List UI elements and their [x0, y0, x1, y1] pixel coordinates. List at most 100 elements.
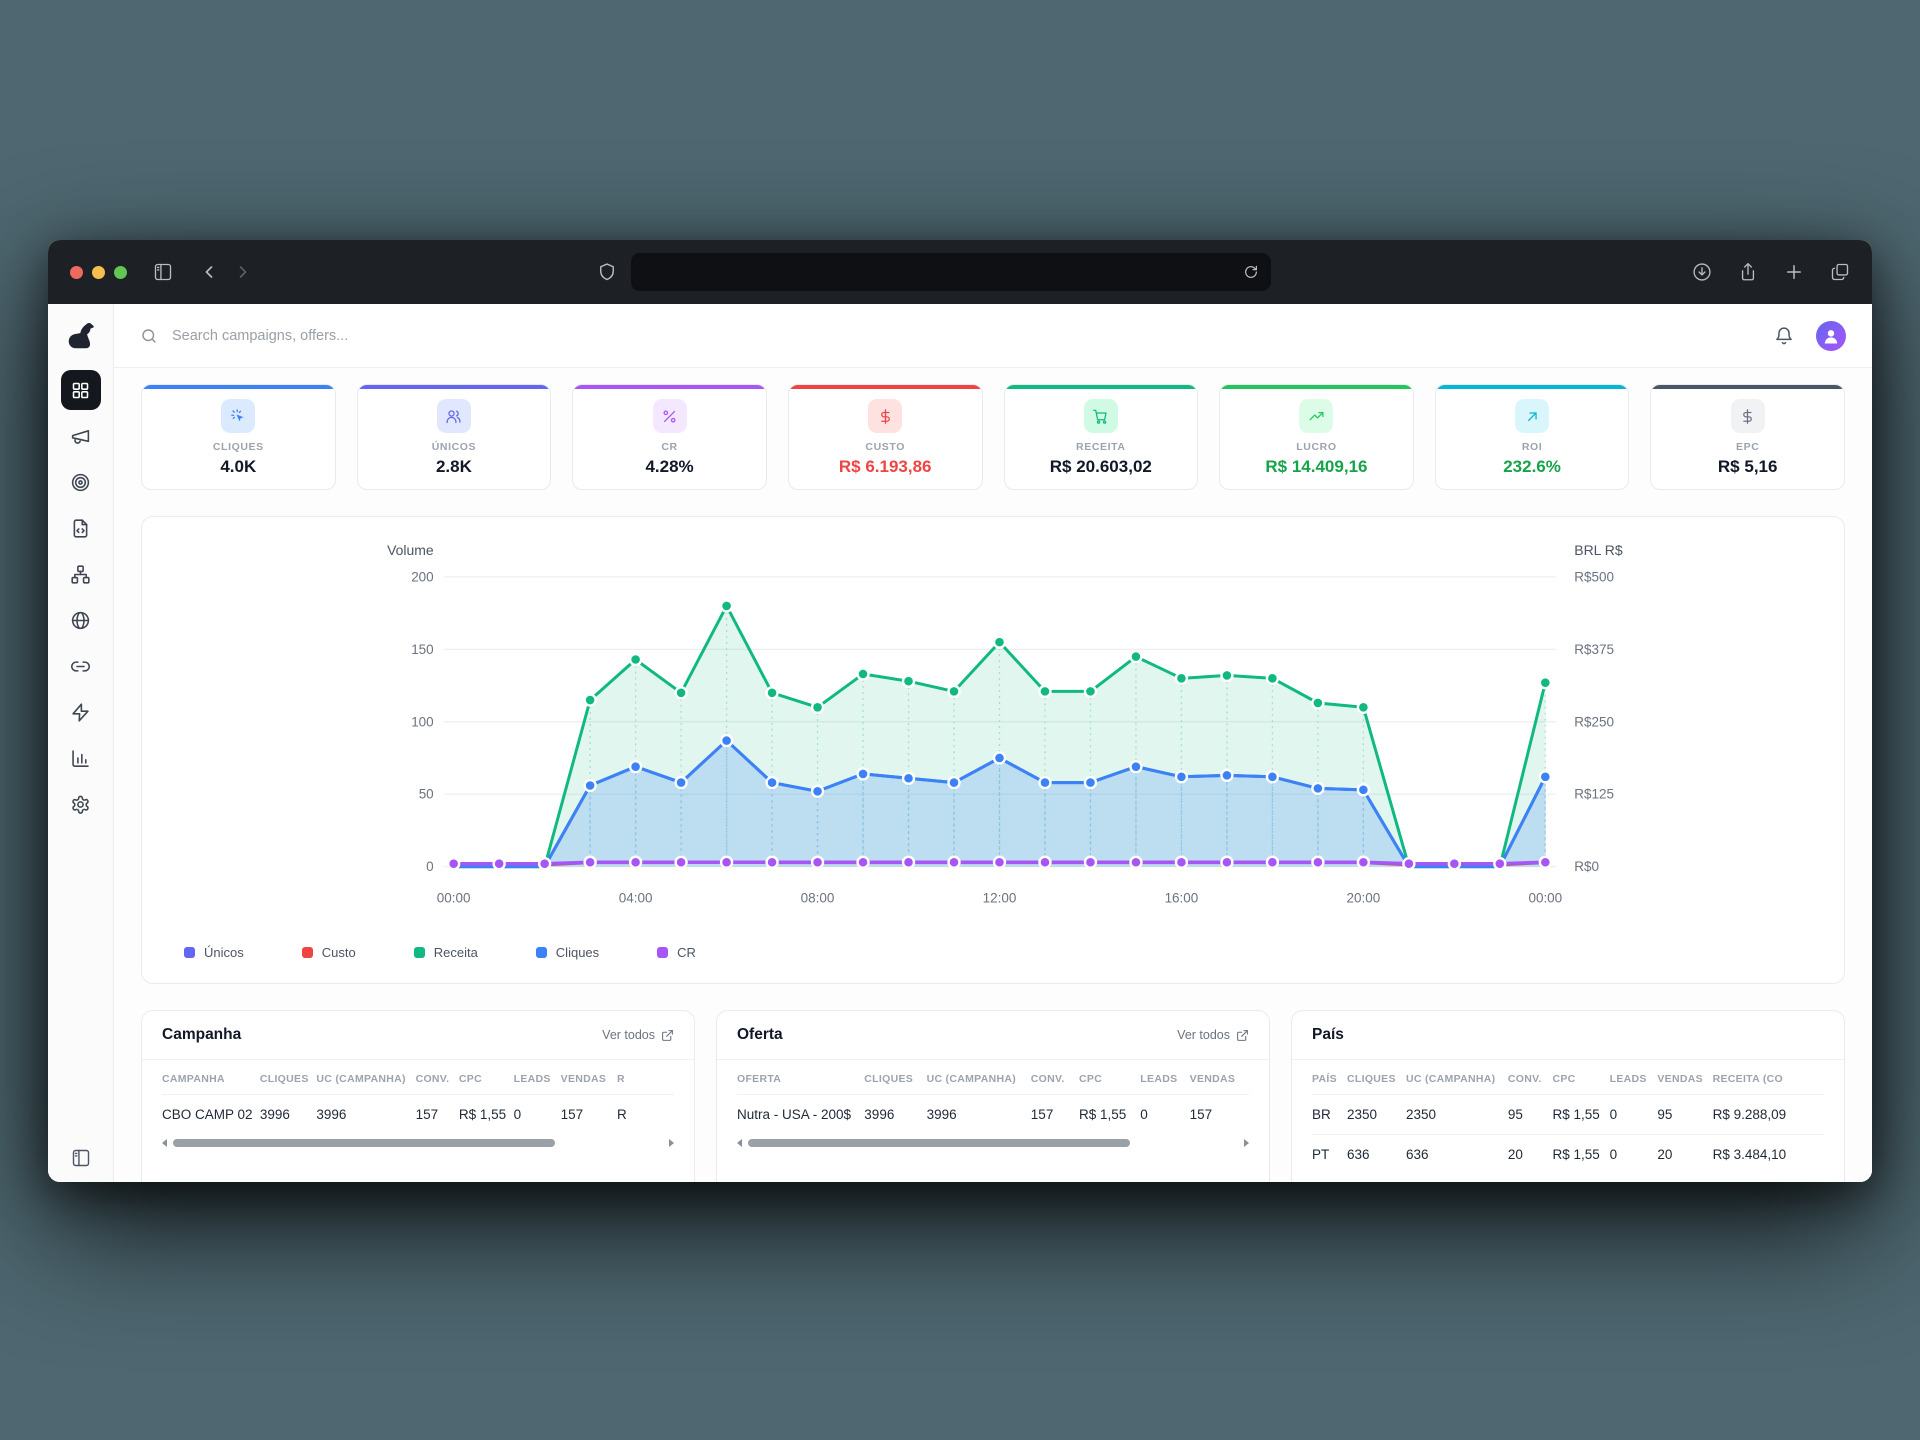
svg-text:100: 100	[411, 714, 433, 729]
svg-text:20:00: 20:00	[1347, 891, 1381, 906]
dot-Cliques	[856, 767, 870, 781]
app-logo-dog[interactable]	[65, 320, 97, 352]
kpi-label: CUSTO	[865, 441, 905, 453]
search-input[interactable]	[170, 326, 590, 345]
sidebar-item-automations[interactable]	[61, 692, 101, 732]
sidebar-item-settings[interactable]	[61, 784, 101, 824]
table-cell: 3996	[926, 1094, 1031, 1134]
dot-Cliques	[674, 775, 688, 790]
table-cell: 157	[560, 1094, 618, 1134]
dot-CR	[1220, 855, 1234, 869]
table-cell: R$ 1,55	[1079, 1094, 1141, 1134]
traffic-close-button[interactable]	[70, 265, 83, 279]
area-Receita	[453, 605, 1546, 867]
dot-CR	[1402, 857, 1416, 871]
table-cell: 636	[1347, 1134, 1406, 1174]
column-header: CONV.	[415, 1073, 450, 1085]
table-row[interactable]: BR 2350 2350 95 R$ 1,55 0 95 R$ 9.288,09	[1312, 1094, 1824, 1135]
table-cell: 157	[415, 1094, 459, 1134]
share-icon[interactable]	[1738, 262, 1758, 282]
table-cell: R	[617, 1094, 674, 1134]
kpi-value: R$ 14.409,16	[1265, 457, 1368, 476]
sidebar-item-targeting[interactable]	[61, 462, 101, 502]
column-header: CAMPANHA	[162, 1073, 225, 1085]
scrollbar-thumb[interactable]	[173, 1139, 556, 1147]
table-title: Campanha	[162, 1026, 242, 1043]
table-cell: 3996	[259, 1094, 317, 1134]
table-cell: 3996	[316, 1094, 416, 1134]
table-cell: R$ 1,55	[458, 1094, 514, 1134]
legend-item-custo[interactable]: Custo	[301, 945, 356, 960]
downloads-icon[interactable]	[1692, 262, 1712, 282]
column-header: CONV.	[1030, 1073, 1065, 1085]
table-row[interactable]: CBO CAMP 02 3996 3996 157 R$ 1,55 0 157 R	[162, 1094, 674, 1134]
kpi-card-receita: RECEITA R$ 20.603,02	[1003, 384, 1199, 490]
table-row[interactable]: PT 636 636 20 R$ 1,55 0 20 R$ 3.484,10	[1312, 1134, 1824, 1174]
sidebar-item-domains[interactable]	[61, 600, 101, 640]
sidebar-item-dashboard[interactable]	[60, 370, 101, 410]
dot-Receita	[1129, 649, 1143, 664]
back-icon[interactable]	[199, 262, 219, 282]
table-cell: 95	[1507, 1094, 1553, 1135]
traffic-zoom-button[interactable]	[114, 265, 127, 279]
collapse-sidebar-icon[interactable]	[48, 1148, 113, 1168]
dot-Cliques	[947, 775, 961, 790]
notifications-bell-icon[interactable]	[1774, 326, 1794, 346]
dot-Cliques	[810, 784, 825, 798]
traffic-minimize-button[interactable]	[92, 265, 105, 279]
scroll-left-arrow[interactable]	[737, 1139, 742, 1147]
legend-item-receita[interactable]: Receita	[413, 945, 478, 960]
kpi-card-cliques: CLIQUES 4.0K	[141, 384, 336, 490]
kpi-accent-bar	[573, 385, 766, 389]
sidebar-item-links[interactable]	[61, 646, 101, 686]
scrollbar-thumb[interactable]	[748, 1139, 1131, 1147]
tab-overview-icon[interactable]	[1830, 262, 1850, 282]
column-header: CLIQUES	[864, 1073, 914, 1085]
zap-icon	[70, 702, 91, 723]
ver-todos-link[interactable]: Ver todos	[602, 1028, 674, 1042]
dot-Cliques	[628, 759, 643, 774]
svg-text:08:00: 08:00	[801, 891, 835, 906]
shield-privacy-icon[interactable]	[597, 262, 617, 282]
search-icon	[140, 327, 170, 345]
address-bar[interactable]	[630, 253, 1271, 291]
column-header: UC (CAMPANHA)	[1405, 1073, 1496, 1085]
dot-CR	[901, 855, 916, 869]
time-series-chart: 0 R$0 50 R$125 100 R$250 150 R$375 200 R$500 Volum…	[162, 537, 1824, 919]
dot-Receita	[765, 686, 779, 700]
kpi-accent-bar	[788, 385, 982, 389]
scroll-left-arrow[interactable]	[162, 1139, 167, 1147]
table-cell: PT	[1312, 1134, 1348, 1174]
dot-Cliques	[1311, 781, 1325, 796]
table-cell: Nutra - USA - 200$	[737, 1094, 865, 1134]
legend-item-cliques[interactable]: Cliques	[535, 945, 599, 960]
sidebar-item-landing-pages[interactable]	[61, 508, 101, 548]
kpi-accent-bar	[357, 385, 551, 389]
column-header: UC (CAMPANHA)	[316, 1073, 406, 1085]
ver-todos-link[interactable]: Ver todos	[1177, 1028, 1249, 1042]
new-tab-icon[interactable]	[1784, 262, 1804, 282]
sidebar-item-campaigns[interactable]	[61, 416, 101, 456]
dot-Cliques	[1038, 775, 1052, 790]
column-header: CPC	[458, 1073, 482, 1085]
browser-sidebar-toggle-icon[interactable]	[153, 262, 173, 282]
reload-icon[interactable]	[1243, 264, 1259, 280]
svg-text:R$250: R$250	[1574, 714, 1614, 729]
legend-item-cr[interactable]: CR	[657, 945, 696, 960]
forward-icon[interactable]	[233, 262, 253, 282]
user-avatar[interactable]	[1816, 320, 1846, 351]
legend-item-únicos[interactable]: Únicos	[184, 945, 244, 960]
sidebar-item-reports[interactable]	[61, 738, 101, 778]
sidebar-item-funnels[interactable]	[61, 554, 101, 594]
table-row[interactable]: Nutra - USA - 200$ 3996 3996 157 R$ 1,55 0 157	[737, 1094, 1249, 1134]
column-header: R	[617, 1073, 625, 1085]
column-header: CLIQUES	[1347, 1073, 1396, 1085]
scroll-right-arrow[interactable]	[669, 1139, 674, 1147]
dot-CR	[583, 855, 597, 869]
scroll-right-arrow[interactable]	[1244, 1139, 1249, 1147]
table-card-oferta: Oferta Ver todos OFERTA CLIQUES UC (CAMPANHA…	[716, 1010, 1270, 1182]
kpi-card-epc: EPC R$ 5,16	[1650, 384, 1845, 490]
dot-Receita	[1538, 675, 1553, 690]
kpi-value: R$ 6.193,86	[838, 457, 932, 476]
kpi-accent-bar	[142, 385, 335, 389]
